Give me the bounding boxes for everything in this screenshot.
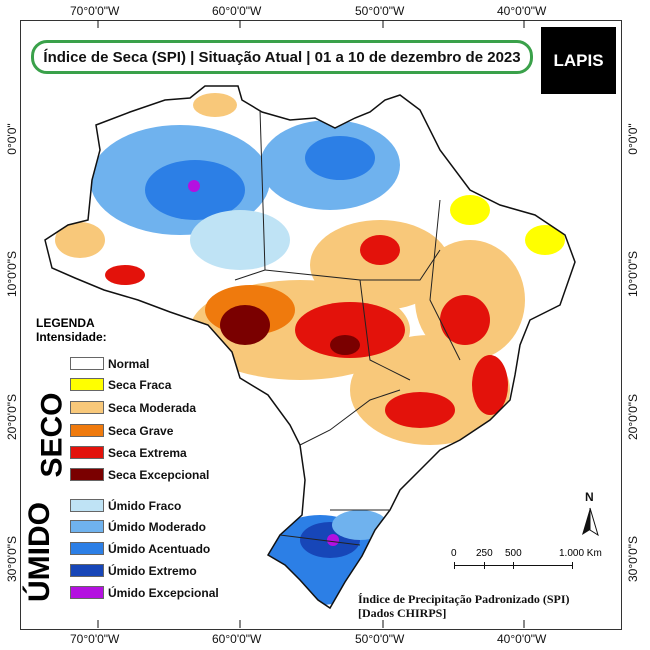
top-tick: 50°0'0"W — [355, 4, 405, 18]
right-tick: 0°0'0" — [626, 123, 640, 155]
scale-tick-label: 0 — [451, 548, 457, 559]
left-tick: 10°0'0"S — [5, 250, 19, 298]
legend-label: Seca Extrema — [108, 445, 187, 460]
top-tick: 40°0'0"W — [497, 4, 547, 18]
legend-swatch — [70, 542, 104, 555]
scale-tick-label: 250 — [476, 548, 493, 559]
legend-swatch — [70, 401, 104, 414]
bottom-tick: 70°0'0"W — [70, 632, 120, 646]
scale-bar: 0 250 500 1.000 Km — [451, 548, 602, 578]
legend-label: Seca Fraca — [108, 377, 172, 392]
legend-label: Úmido Acentuado — [108, 541, 211, 556]
legend-item: Seca Extrema — [70, 445, 187, 460]
legend-item: Seca Grave — [70, 423, 173, 438]
legend-swatch — [70, 499, 104, 512]
seco-group-label: SECO — [35, 392, 69, 478]
bottom-tick: 60°0'0"W — [212, 632, 262, 646]
legend-item: Úmido Extremo — [70, 563, 197, 578]
legend-swatch — [70, 446, 104, 459]
north-arrow-icon — [582, 507, 599, 537]
legend-item: Seca Fraca — [70, 377, 171, 392]
legend-swatch — [70, 564, 104, 577]
north-label: N — [585, 490, 594, 504]
legend-swatch — [70, 586, 104, 599]
legend-item: Normal — [70, 356, 149, 371]
right-tick: 20°0'0"S — [626, 393, 640, 441]
legend-label: Seca Grave — [108, 423, 174, 438]
left-tick: 30°0'0"S — [5, 535, 19, 583]
left-tick: 20°0'0"S — [5, 393, 19, 441]
map-title: Índice de Seca (SPI) | Situação Atual | … — [31, 40, 533, 74]
legend-label: Úmido Moderado — [108, 519, 206, 534]
umido-group-label: ÚMIDO — [23, 502, 56, 602]
bottom-tick: 40°0'0"W — [497, 632, 547, 646]
legend-label: Normal — [108, 356, 150, 371]
scale-tick-label: 500 — [505, 548, 522, 559]
legend-item: Úmido Acentuado — [70, 541, 210, 556]
legend-swatch — [70, 378, 104, 391]
legend-title: LEGENDA Intensidade: — [36, 316, 107, 344]
legend-item: Seca Excepcional — [70, 467, 209, 482]
legend-item: Úmido Moderado — [70, 519, 206, 534]
legend-swatch — [70, 357, 104, 370]
legend-item: Úmido Fraco — [70, 498, 181, 513]
legend-swatch — [70, 424, 104, 437]
lapis-logo: LAPIS — [541, 27, 616, 94]
legend-item: Seca Moderada — [70, 400, 196, 415]
left-tick: 0°0'0" — [5, 123, 19, 155]
legend-label: Úmido Excepcional — [108, 585, 219, 600]
bottom-tick: 50°0'0"W — [355, 632, 405, 646]
legend-swatch — [70, 520, 104, 533]
legend-swatch — [70, 468, 104, 481]
legend-label: Úmido Extremo — [108, 563, 197, 578]
legend-item: Úmido Excepcional — [70, 585, 219, 600]
map-subtitle: Índice de Precipitação Padronizado (SPI)… — [358, 592, 570, 620]
legend-label: Úmido Fraco — [108, 498, 182, 513]
right-tick: 30°0'0"S — [626, 535, 640, 583]
right-tick: 10°0'0"S — [626, 250, 640, 298]
top-tick: 70°0'0"W — [70, 4, 120, 18]
legend-label: Seca Excepcional — [108, 467, 210, 482]
top-tick: 60°0'0"W — [212, 4, 262, 18]
legend-label: Seca Moderada — [108, 400, 197, 415]
scale-tick-label: 1.000 Km — [559, 548, 602, 559]
